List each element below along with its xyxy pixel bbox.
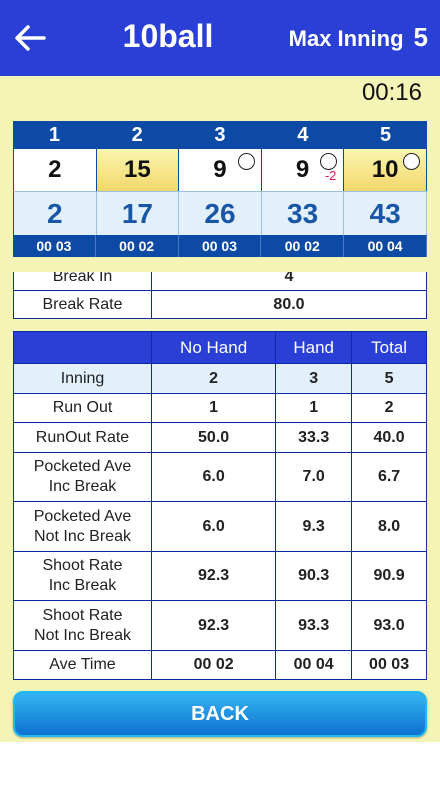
- total-value: 90.9: [351, 551, 427, 601]
- hand-value: 3: [275, 363, 353, 394]
- no-hand-value: 1: [150, 393, 277, 423]
- inning-time: 00 02: [96, 235, 179, 257]
- no-hand-value: 92.3: [150, 600, 277, 651]
- no-hand-value: 00 02: [150, 650, 277, 680]
- inning-score: 10: [371, 156, 399, 183]
- table-row: Break Rate 80.0: [13, 290, 427, 319]
- inning-number: 4: [297, 124, 309, 146]
- row-label: Pocketed Ave Not Inc Break: [13, 501, 152, 552]
- inning-total: 17: [97, 192, 180, 235]
- hand-value: 33.3: [275, 422, 353, 453]
- table-row: Inning 2 3 5: [13, 363, 427, 394]
- inning-totals-row: 2 17 26 33 43: [13, 191, 427, 235]
- no-hand-value: 2: [150, 363, 277, 394]
- column-header: [13, 331, 152, 364]
- max-inning: Max Inning 5: [289, 22, 428, 53]
- row-label: Shoot Rate Inc Break: [13, 551, 152, 601]
- row-label: Pocketed Ave Inc Break: [13, 452, 152, 502]
- total-value: 40.0: [351, 422, 427, 453]
- row-label: Ave Time: [13, 650, 152, 680]
- content-area: 00:16 Break In 4 Break Rate 80.0 1 2 3 4…: [0, 76, 440, 742]
- inning-total: 43: [344, 192, 427, 235]
- inning-times-row: 00 03 00 02 00 03 00 02 00 04: [13, 235, 427, 257]
- stats-table: No Hand Hand Total Inning 2 3 5 Run Out …: [13, 331, 427, 680]
- no-hand-value: 6.0: [150, 501, 277, 552]
- inning-number: 2: [131, 124, 143, 146]
- inning-time: 00 03: [179, 235, 262, 257]
- inning-time: 00 03: [13, 235, 96, 257]
- no-hand-value: 50.0: [150, 422, 277, 453]
- inning-total: 33: [262, 192, 345, 235]
- table-row: Run Out 1 1 2: [13, 393, 427, 423]
- stats-header-row: No Hand Hand Total: [13, 331, 427, 364]
- inning-score-cell[interactable]: 2: [14, 149, 97, 191]
- inning-score: 2: [48, 156, 62, 183]
- row-label: Inning: [13, 363, 152, 394]
- max-inning-value: 5: [413, 22, 428, 52]
- max-inning-label: Max Inning: [288, 26, 404, 51]
- back-button[interactable]: BACK: [13, 691, 427, 737]
- break-stats-scroll[interactable]: Break In 4 Break Rate 80.0: [13, 272, 427, 319]
- innings-board: 1 2 3 4 5 2 15 9 9 -2 10: [13, 121, 427, 336]
- inning-time: 00 04: [344, 235, 427, 257]
- total-value: 2: [351, 393, 427, 423]
- timer: 00:16: [361, 79, 422, 106]
- hand-value: 90.3: [275, 551, 353, 601]
- hand-value: 7.0: [275, 452, 353, 502]
- row-label: Run Out: [13, 393, 152, 423]
- inning-score-cell[interactable]: 15: [96, 149, 180, 191]
- app-bar: 10ball Max Inning 5: [0, 0, 440, 76]
- row-label: Shoot Rate Not Inc Break: [13, 600, 152, 651]
- inning-scores-row: 2 15 9 9 -2 10: [13, 149, 427, 191]
- total-value: 8.0: [351, 501, 427, 552]
- inning-score-cell[interactable]: 9: [179, 149, 262, 191]
- column-header: No Hand: [150, 331, 277, 364]
- table-row: Pocketed Ave Inc Break 6.0 7.0 6.7: [13, 452, 427, 502]
- table-row: Pocketed Ave Not Inc Break 6.0 9.3 8.0: [13, 501, 427, 552]
- table-row: Shoot Rate Not Inc Break 92.3 93.3 93.0: [13, 600, 427, 651]
- break-table: Break In 4 Break Rate 80.0: [13, 272, 427, 319]
- table-row: RunOut Rate 50.0 33.3 40.0: [13, 422, 427, 453]
- inning-number: 1: [48, 124, 60, 146]
- circle-icon: [320, 153, 338, 170]
- inning-time: 00 02: [261, 235, 345, 257]
- hand-value: 00 04: [275, 650, 353, 680]
- no-hand-value: 92.3: [150, 551, 277, 601]
- table-row: Ave Time 00 02 00 04 00 03: [13, 650, 427, 680]
- table-row: Shoot Rate Inc Break 92.3 90.3 90.9: [13, 551, 427, 601]
- inning-score: 15: [124, 156, 151, 183]
- hand-value: 93.3: [275, 600, 353, 651]
- inning-score-cell[interactable]: 9 -2: [262, 149, 345, 191]
- inning-number: 3: [214, 124, 226, 146]
- hand-value: 9.3: [275, 501, 353, 552]
- hand-value: 1: [275, 393, 353, 423]
- break-label: Break Rate: [13, 290, 152, 319]
- total-value: 6.7: [351, 452, 427, 502]
- page-title: 10ball: [122, 18, 214, 54]
- total-value: 93.0: [351, 600, 427, 651]
- inning-number: 5: [380, 124, 392, 146]
- inning-total: 2: [14, 192, 97, 235]
- inning-score: 9: [213, 156, 227, 183]
- row-label: RunOut Rate: [13, 422, 152, 453]
- total-value: 5: [351, 363, 427, 394]
- inning-score: 9: [295, 156, 310, 183]
- total-value: 00 03: [351, 650, 427, 680]
- column-header: Total: [351, 331, 427, 364]
- penalty-label: -2: [324, 168, 337, 183]
- circle-icon: [402, 153, 420, 170]
- inning-numbers-row: 1 2 3 4 5: [13, 121, 427, 149]
- no-hand-value: 6.0: [150, 452, 277, 502]
- break-value: 80.0: [151, 290, 427, 319]
- circle-icon: [237, 153, 255, 170]
- inning-score-cell[interactable]: 10: [344, 149, 427, 191]
- column-header: Hand: [275, 331, 353, 364]
- arrow-left-icon[interactable]: [10, 20, 50, 56]
- inning-total: 26: [179, 192, 262, 235]
